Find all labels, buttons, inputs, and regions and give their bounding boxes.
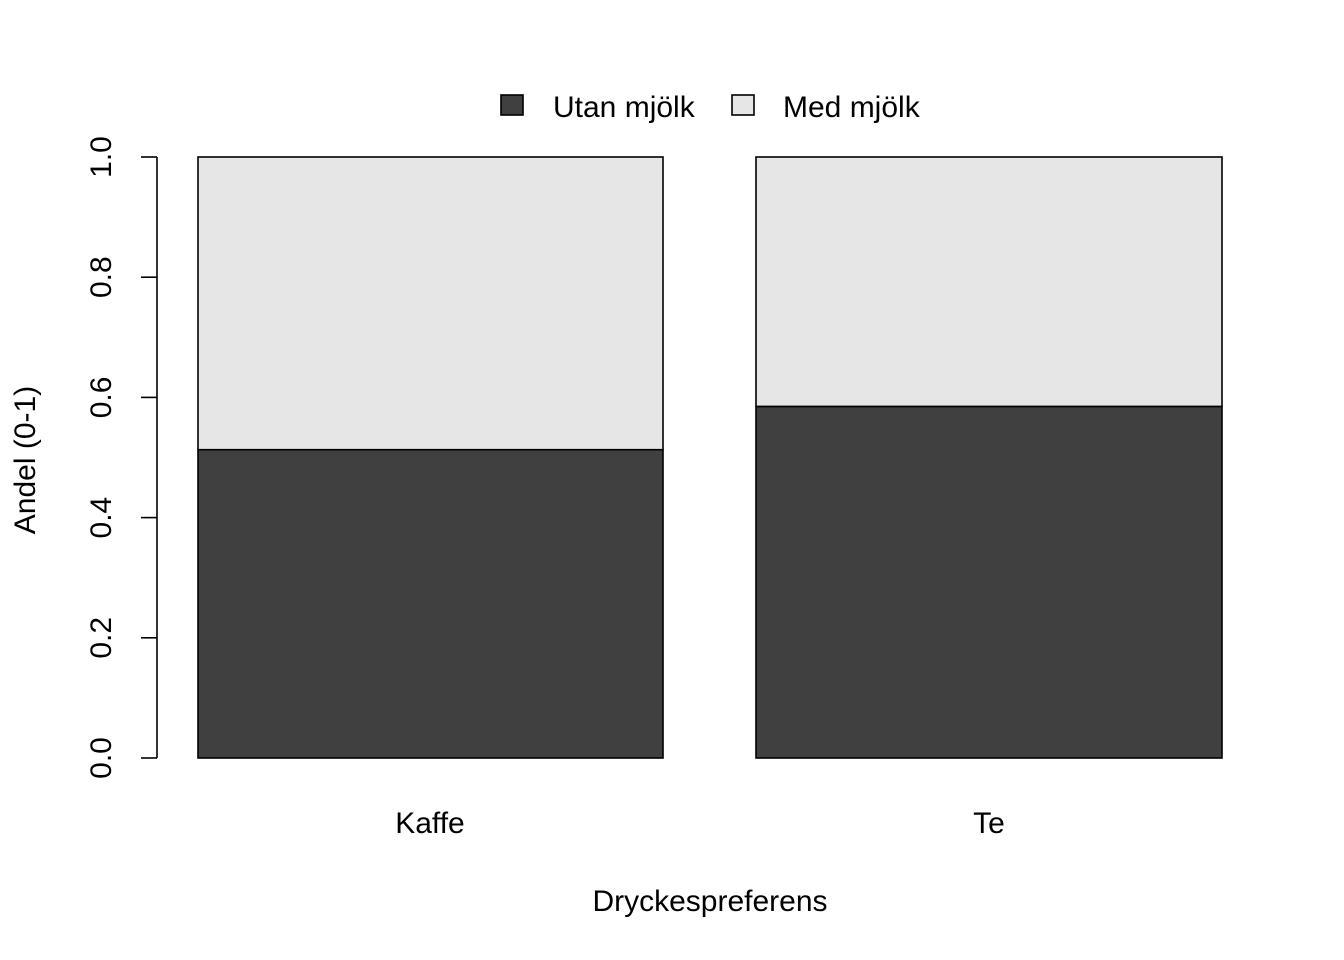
y-tick-label: 0.4: [85, 497, 118, 539]
bar-te-segment-1: [755, 156, 1223, 408]
x-axis-label: Dryckespreferens: [592, 885, 827, 918]
x-tick-label: Kaffe: [395, 807, 465, 840]
y-axis-label: Andel (0-1): [9, 386, 42, 534]
legend: Utan mjölk Med mjölk: [500, 91, 921, 124]
x-tick-label: Te: [973, 807, 1005, 840]
y-tick-label: 0.2: [85, 617, 118, 659]
bar-kaffe-segment-1: [197, 156, 664, 451]
y-tick-label: 0.0: [85, 737, 118, 779]
bars-group: [197, 156, 1223, 759]
bar-te-segment-0: [755, 405, 1223, 759]
legend-label: Utan mjölk: [553, 91, 696, 124]
y-tick-label: 0.6: [85, 377, 118, 419]
legend-swatch: [731, 94, 755, 116]
bar-kaffe-segment-0: [197, 448, 664, 759]
x-tick-labels: Kaffe Te: [395, 807, 1005, 840]
y-tick-label: 1.0: [85, 136, 118, 178]
y-axis: 0.0 0.2 0.4 0.6 0.8 1.0: [85, 136, 158, 779]
legend-label: Med mjölk: [783, 91, 921, 124]
legend-swatch: [500, 94, 524, 116]
y-tick-label: 0.8: [85, 256, 118, 298]
